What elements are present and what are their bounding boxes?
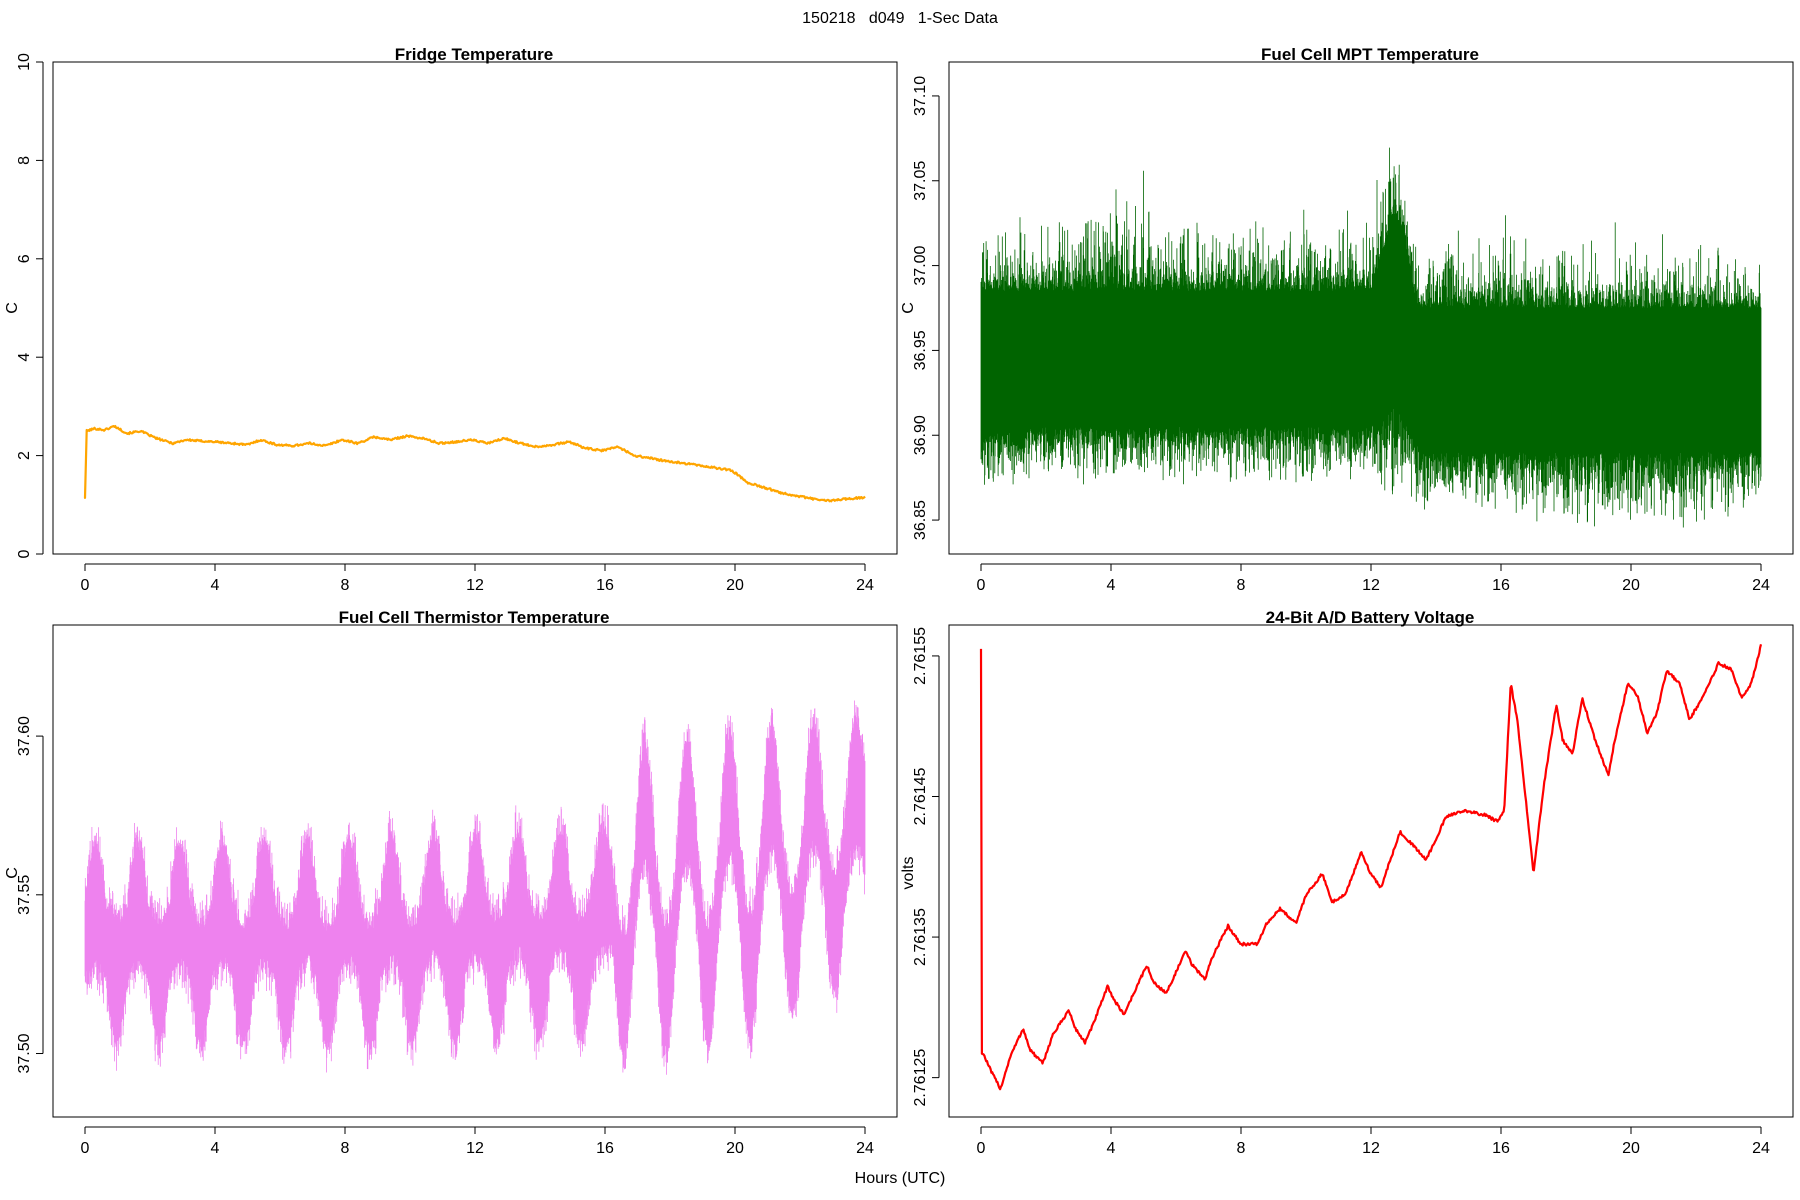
- y-tick-label: 4: [16, 353, 33, 362]
- y-tick-label: 36.95: [912, 330, 929, 370]
- y-tick-label: 37.50: [16, 1033, 33, 1073]
- plot-frame: [948, 61, 1794, 555]
- y-tick-label: 8: [16, 156, 33, 165]
- x-tick-label: 8: [341, 577, 350, 594]
- x-tick-label: 12: [466, 577, 484, 594]
- series-line: [979, 644, 1763, 1091]
- plot-area: [980, 147, 1762, 528]
- series-band: [84, 700, 866, 1075]
- x-tick-label: 4: [1107, 1140, 1116, 1157]
- y-tick-label: 0: [16, 549, 33, 558]
- plot-area: [979, 644, 1763, 1091]
- y-tick-label: 37.60: [16, 716, 33, 756]
- figure-suptitle: 150218 d049 1-Sec Data: [802, 10, 998, 27]
- series-line: [83, 425, 866, 503]
- plot-area: [84, 700, 866, 1075]
- panel-title: 24-Bit A/D Battery Voltage: [1266, 608, 1475, 627]
- x-tick-label: 8: [341, 1140, 350, 1157]
- x-tick-label: 0: [81, 577, 90, 594]
- x-tick-label: 16: [596, 577, 614, 594]
- x-tick-label: 24: [856, 577, 874, 594]
- panel-title: Fuel Cell MPT Temperature: [1261, 45, 1479, 64]
- y-tick-label: 2.76125: [912, 1049, 929, 1107]
- panel-title: Fridge Temperature: [395, 45, 553, 64]
- x-tick-label: 4: [211, 577, 220, 594]
- y-tick-label: 37.10: [912, 76, 929, 116]
- y-tick-label: 2.76155: [912, 627, 929, 685]
- x-tick-label: 8: [1237, 577, 1246, 594]
- shared-x-axis-label: Hours (UTC): [855, 1170, 946, 1187]
- y-tick-label: 6: [16, 254, 33, 263]
- x-tick-label: 16: [1492, 1140, 1510, 1157]
- y-tick-label: 10: [16, 53, 33, 71]
- y-tick-label: 36.90: [912, 415, 929, 455]
- plot-frame: [52, 624, 898, 1118]
- y-tick-label: 37.05: [912, 161, 929, 201]
- plot-frame: [52, 61, 898, 555]
- series-band: [980, 147, 1762, 528]
- y-tick-label: 2.76145: [912, 767, 929, 825]
- panel-fuel-cell-thermistor-temperature: Fuel Cell Thermistor Temperature C 0 4 8 12…: [4, 608, 898, 1157]
- x-tick-label: 12: [1362, 577, 1380, 594]
- x-tick-label: 20: [726, 1140, 744, 1157]
- y-axis-label: C: [900, 302, 917, 314]
- y-tick-label: 2: [16, 451, 33, 460]
- panel-fuel-cell-mpt-temperature: Fuel Cell MPT Temperature C 0 4 8 12 16 20 24 3…: [900, 45, 1794, 594]
- x-tick-label: 0: [81, 1140, 90, 1157]
- x-tick-label: 24: [1752, 1140, 1770, 1157]
- x-tick-label: 12: [1362, 1140, 1380, 1157]
- y-axis-label: C: [4, 302, 21, 314]
- y-axis-label: volts: [900, 857, 917, 890]
- plot-frame: [948, 624, 1794, 1118]
- panel-battery-voltage: 24-Bit A/D Battery Voltage volts 0 4 8 12 16…: [900, 608, 1794, 1157]
- y-tick-label: 37.00: [912, 245, 929, 285]
- x-tick-label: 4: [1107, 577, 1116, 594]
- x-tick-label: 8: [1237, 1140, 1246, 1157]
- panel-title: Fuel Cell Thermistor Temperature: [339, 608, 610, 627]
- y-tick-label: 2.76135: [912, 908, 929, 966]
- x-tick-label: 24: [1752, 577, 1770, 594]
- x-tick-label: 0: [977, 577, 986, 594]
- x-tick-label: 20: [1622, 1140, 1640, 1157]
- x-tick-label: 0: [977, 1140, 986, 1157]
- x-tick-label: 24: [856, 1140, 874, 1157]
- x-tick-label: 20: [726, 577, 744, 594]
- x-tick-label: 16: [1492, 577, 1510, 594]
- x-tick-label: 4: [211, 1140, 220, 1157]
- y-axis-label: C: [4, 867, 21, 879]
- x-tick-label: 20: [1622, 577, 1640, 594]
- x-tick-label: 16: [596, 1140, 614, 1157]
- y-tick-label: 37.55: [16, 875, 33, 915]
- plot-area: [83, 425, 866, 503]
- x-tick-label: 12: [466, 1140, 484, 1157]
- y-tick-label: 36.85: [912, 500, 929, 540]
